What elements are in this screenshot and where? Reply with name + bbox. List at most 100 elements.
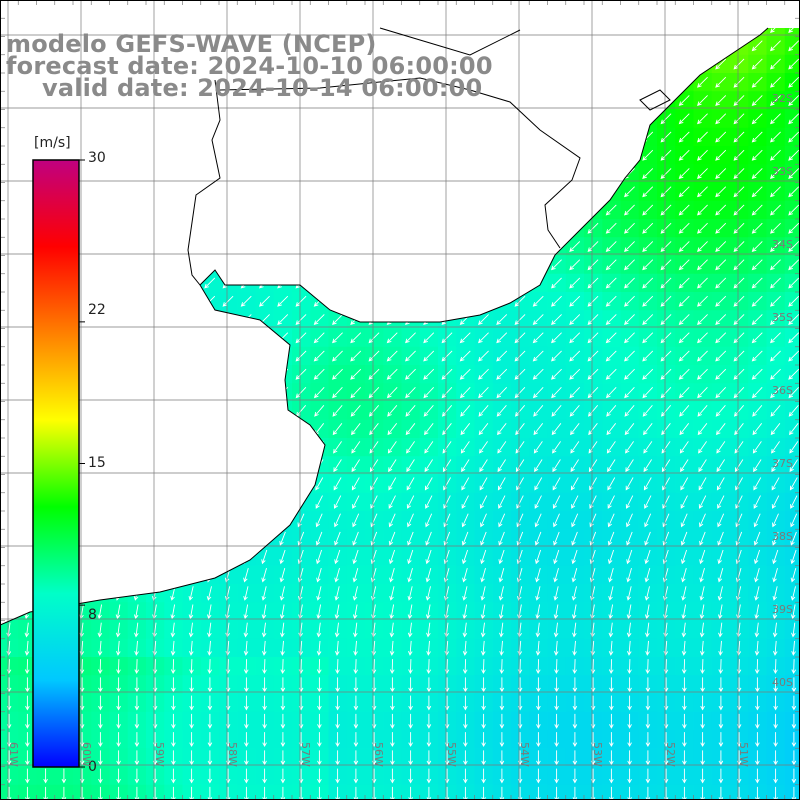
wind-arrow [317,677,322,693]
wind-arrow [405,241,416,252]
speed-cell [109,127,129,147]
speed-cell [237,109,257,129]
wind-arrow [624,76,635,88]
wind-arrow [459,241,471,252]
wind-arrow [134,695,140,711]
speed-cell [748,127,768,147]
wind-arrow [643,423,653,436]
wind-arrow [587,314,599,325]
wind-arrow [773,768,778,784]
wind-arrow [715,95,727,106]
wind-arrow [131,350,143,362]
wind-arrow [551,368,562,380]
wind-arrow [317,732,322,748]
speed-cell [383,237,403,257]
wind-arrow [167,277,179,289]
wind-arrow [514,386,526,399]
wind-arrow [534,495,542,509]
wind-arrow [168,4,178,14]
wind-arrow [481,713,486,729]
speed-cell [182,182,202,202]
wind-arrow [644,549,651,565]
wind-arrow [770,204,781,216]
speed-cell [383,273,403,293]
speed-cell [219,200,238,220]
wind-arrow [751,386,763,399]
speed-cell [310,310,330,330]
wind-arrow [259,423,270,436]
speed-cell [638,237,658,257]
wind-arrow [332,259,343,271]
wind-arrow [697,149,708,161]
wind-arrow [3,186,15,198]
wind-arrow [240,222,252,234]
wind-arrow [461,549,469,565]
wind-arrow [4,423,14,436]
wind-arrow [734,423,744,436]
speed-cell [109,456,129,476]
wind-arrow [21,204,33,216]
speed-cell [200,438,220,457]
speed-cell [255,511,275,530]
wind-arrow [570,459,579,473]
wind-arrow [496,58,508,70]
wind-arrow [773,695,778,711]
wind-arrow [171,677,176,693]
wind-arrow [532,350,544,362]
speed-cell [274,0,293,19]
speed-cell [127,365,147,384]
wind-arrow [132,459,141,473]
lon-label: 55W [445,742,458,767]
wind-arrow [697,314,708,325]
wind-arrow [478,28,489,33]
speed-cell [164,346,184,366]
speed-cell [492,273,512,293]
wind-arrow [717,586,723,601]
wind-arrow [405,259,416,271]
speed-cell [127,474,147,494]
speed-cell [529,164,549,184]
speed-cell [328,200,348,220]
wind-arrow [368,277,380,289]
wind-arrow [791,659,797,675]
wind-arrow [660,314,672,325]
wind-arrow [715,405,726,417]
wind-arrow [352,531,359,546]
wind-arrow [754,604,760,620]
speed-cell [383,346,403,366]
wind-arrow [242,459,251,473]
wind-arrow [390,677,395,693]
wind-arrow [280,786,286,800]
speed-cell [255,383,275,403]
speed-cell [693,36,713,56]
wind-arrow [461,513,469,528]
wind-arrow [554,713,559,729]
wind-arrow [733,368,745,380]
wind-arrow [186,423,197,436]
wind-arrow [498,549,505,565]
wind-arrow [463,677,468,693]
speed-cell [328,292,348,311]
wind-arrow [405,277,416,289]
wind-arrow [496,386,508,399]
speed-cell [310,164,330,184]
lat-label: 34S [772,238,793,251]
wind-arrow [514,350,526,362]
wind-arrow [660,204,672,216]
wind-arrow [98,713,103,729]
wind-arrow [682,786,687,800]
valid-date: valid date: 2024-10-14 06:00:00 [42,74,483,102]
wind-arrow [678,186,690,198]
wind-arrow [98,768,103,784]
speed-cell [419,310,439,330]
wind-arrow [280,750,286,766]
wind-arrow [770,113,781,125]
speed-cell [310,438,330,457]
wind-arrow [733,222,745,234]
wind-arrow [571,549,578,565]
wind-arrow [569,259,581,271]
wind-arrow [169,477,178,491]
wind-arrow [480,622,486,638]
speed-cell [164,146,184,165]
wind-arrow [405,113,416,125]
